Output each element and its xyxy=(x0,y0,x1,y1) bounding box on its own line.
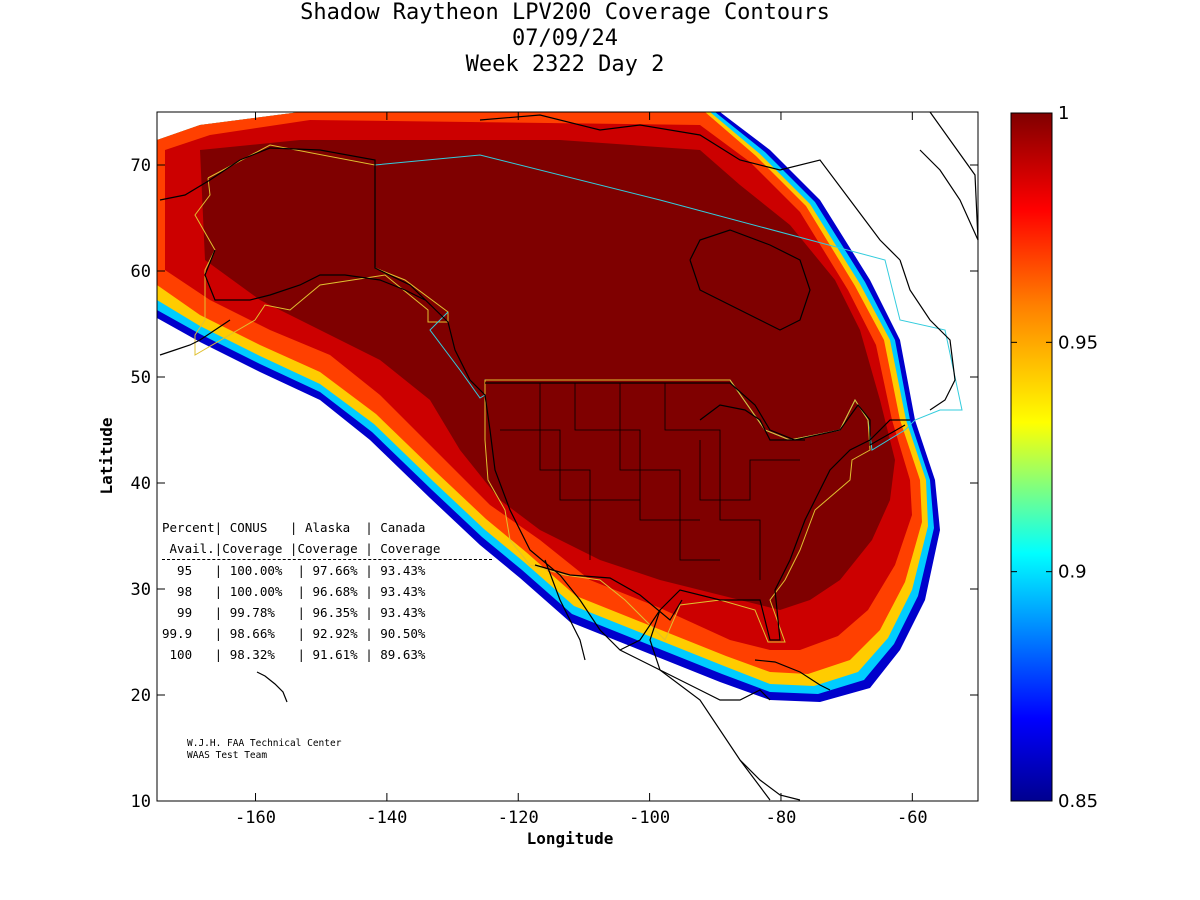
stats-row-95: 95 | 100.00% | 97.66% | 93.43% xyxy=(162,563,426,578)
colorbar-tick-label: 1 xyxy=(1058,103,1069,124)
gulf-coast xyxy=(619,419,910,651)
credit-line-1: W.J.H. FAA Technical Center xyxy=(187,738,342,749)
alaska-outline xyxy=(194,144,449,356)
hudson-bay xyxy=(689,229,811,331)
y-tick-label: 30 xyxy=(131,580,151,600)
y-tick-label: 10 xyxy=(131,792,151,812)
colorbar-tick-label: 0.85 xyxy=(1058,791,1098,812)
y-tick-label: 20 xyxy=(131,686,151,706)
credit-block: W.J.H. FAA Technical Center WAAS Test Tea… xyxy=(187,738,341,762)
y-tick-label: 60 xyxy=(131,262,151,282)
us-canada-border xyxy=(485,382,906,447)
chart-week-day: Week 2322 Day 2 xyxy=(465,52,665,77)
contour-1.0 xyxy=(200,140,895,610)
state-lines-4 xyxy=(664,383,761,580)
colorbar-tick-label: 0.9 xyxy=(1058,562,1087,583)
arctic-islands xyxy=(479,114,901,261)
colorbar-tick-label: 0.95 xyxy=(1058,332,1098,353)
labrador-coast xyxy=(899,259,956,411)
stats-header-1: Percent| CONUS | Alaska | Canada xyxy=(162,520,426,535)
mexico-gulf xyxy=(649,609,771,701)
stats-row-100: 100 | 98.32% | 91.61% | 89.63% xyxy=(162,647,426,662)
stats-row-99: 99 | 99.78% | 96.35% | 93.43% xyxy=(162,605,426,620)
axes: -160 -140 -120 -100 -80 -60 10 20 30 40 50 60 70 xyxy=(131,112,978,828)
credit-line-2: WAAS Test Team xyxy=(187,750,268,761)
great-lakes xyxy=(699,404,805,441)
y-tick-label: 40 xyxy=(131,474,151,494)
plot-frame xyxy=(156,111,979,802)
stats-row-99-9: 99.9 | 98.66% | 92.92% | 90.50% xyxy=(162,626,426,641)
state-lines-2 xyxy=(574,383,700,521)
aleutians xyxy=(159,319,231,356)
state-lines-3 xyxy=(619,383,720,561)
y-axis-title: Latitude xyxy=(97,417,116,494)
baja xyxy=(544,559,586,661)
central-america xyxy=(739,759,801,801)
y-tick-label: 70 xyxy=(131,156,151,176)
coverage-contours xyxy=(157,112,940,702)
alaska-coast xyxy=(159,147,471,381)
alaska-peninsula xyxy=(204,249,426,301)
colorbar-ticks: 0.85 0.9 0.95 1 xyxy=(1011,103,1098,812)
x-tick-label: -60 xyxy=(897,808,928,828)
us-mexico-border xyxy=(534,564,683,621)
state-lines-6 xyxy=(699,440,800,501)
x-tick-label: -160 xyxy=(235,808,276,828)
stats-header-2: Avail.|Coverage |Coverage | Coverage xyxy=(162,538,492,560)
y-tick-label: 50 xyxy=(131,368,151,388)
hawaii xyxy=(256,671,288,703)
x-tick-label: -120 xyxy=(498,808,539,828)
state-lines-5 xyxy=(500,429,640,501)
state-grid xyxy=(500,383,800,580)
chart-date: 07/09/24 xyxy=(512,26,618,51)
region-outlines xyxy=(194,144,963,643)
x-tick-label: -100 xyxy=(629,808,670,828)
west-coast xyxy=(469,379,771,801)
coverage-stats-table: Percent| CONUS | Alaska | Canada Avail.|… xyxy=(162,517,492,665)
colorbar xyxy=(1010,112,1053,802)
state-lines-1 xyxy=(539,383,591,560)
x-tick-label: -80 xyxy=(766,808,797,828)
x-axis-title: Longitude xyxy=(527,829,614,848)
x-tick-label: -140 xyxy=(366,808,407,828)
greenland xyxy=(919,111,979,241)
chart-title: Shadow Raytheon LPV200 Coverage Contours xyxy=(300,0,830,25)
conus-outline xyxy=(484,379,871,643)
stats-row-98: 98 | 100.00% | 96.68% | 93.43% xyxy=(162,584,426,599)
cuba xyxy=(754,659,831,691)
